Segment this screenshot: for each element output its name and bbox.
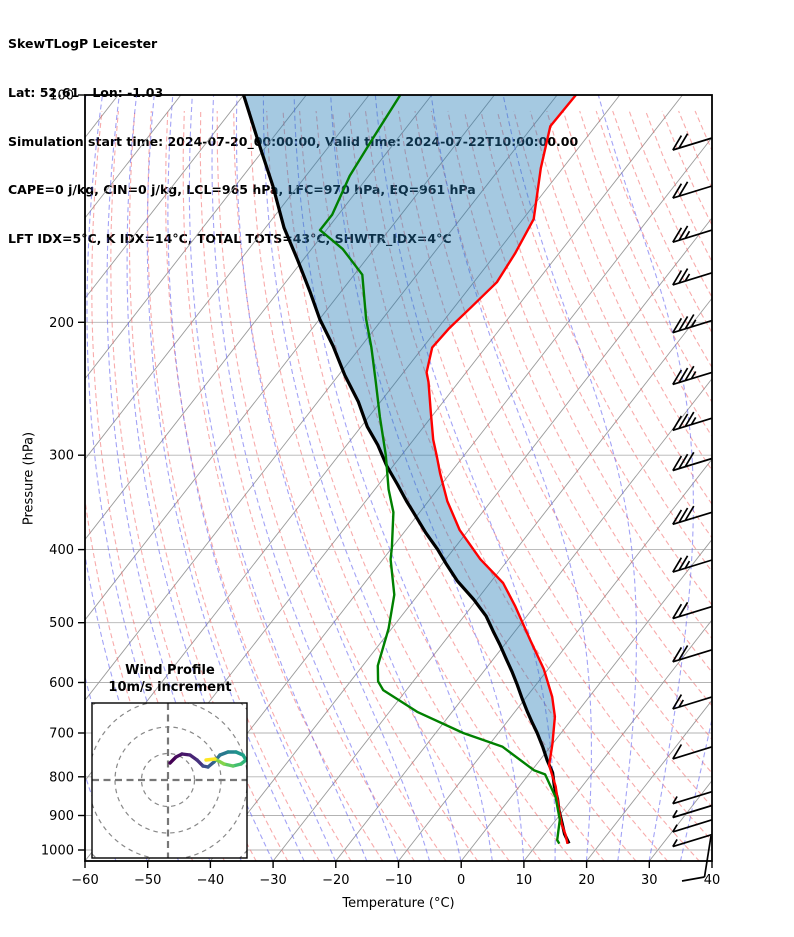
svg-text:0: 0: [457, 873, 465, 888]
hodograph-title-block: Wind Profile 10m/s increment: [90, 662, 250, 696]
svg-text:200: 200: [49, 316, 74, 331]
svg-text:−50: −50: [134, 873, 161, 888]
svg-text:700: 700: [49, 727, 74, 742]
isotherm-lines: [85, 95, 712, 861]
y-axis-ticks: 100 200 300 400 500 600 700 800 900 1000: [41, 89, 85, 859]
hodograph-inset: [91, 702, 248, 859]
x-axis-ticks: −60 −50 −40 −30 −20 −10 0 10 20 30 40: [71, 861, 720, 888]
temperature-curve: [425, 95, 577, 844]
svg-text:−10: −10: [385, 873, 412, 888]
svg-text:−40: −40: [197, 873, 224, 888]
header-cape-cin: CAPE=0 j/kg, CIN=0 j/kg, LCL=965 hPa, LF…: [8, 182, 476, 198]
svg-text:−20: −20: [322, 873, 349, 888]
svg-text:10: 10: [516, 873, 533, 888]
wind-barbs: [672, 133, 713, 882]
svg-text:1000: 1000: [41, 844, 74, 859]
hodograph-border: [91, 702, 248, 859]
svg-text:400: 400: [49, 543, 74, 558]
svg-text:40: 40: [704, 873, 721, 888]
svg-text:20: 20: [578, 873, 595, 888]
svg-text:−30: −30: [259, 873, 286, 888]
hodograph-subtitle: 10m/s increment: [108, 680, 232, 695]
svg-text:100: 100: [49, 89, 74, 104]
svg-text:900: 900: [49, 809, 74, 824]
y-axis-label: Pressure (hPa): [21, 431, 37, 526]
dry-adiabat-lines: [85, 110, 712, 861]
header-title: SkewTLogP Leicester: [8, 36, 158, 52]
svg-text:600: 600: [49, 676, 74, 691]
hodograph-title: Wind Profile: [125, 663, 215, 678]
negative-buoyancy-shading: [243, 95, 576, 844]
svg-text:−60: −60: [71, 873, 98, 888]
svg-text:800: 800: [49, 770, 74, 785]
svg-text:300: 300: [49, 449, 74, 464]
x-axis-label: Temperature (°C): [342, 896, 455, 911]
svg-text:30: 30: [641, 873, 658, 888]
dewpoint-curve: [318, 95, 561, 845]
svg-text:500: 500: [49, 616, 74, 631]
hodograph-trace: [168, 750, 247, 769]
header-block: SkewTLogP Leicester Lat: 52.61 Lon: -1.0…: [8, 4, 578, 263]
